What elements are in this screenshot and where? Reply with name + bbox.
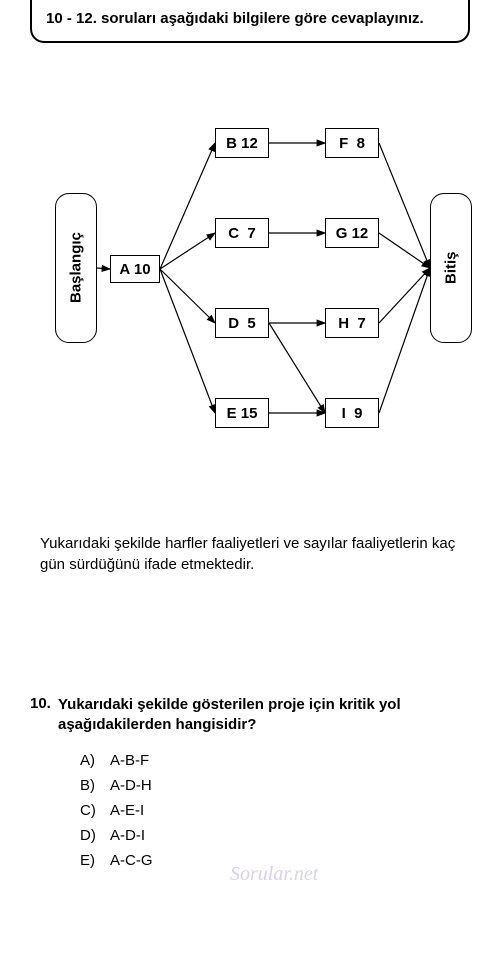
edge-A-D [160, 269, 215, 323]
edge-F-end [379, 143, 430, 268]
instruction-text: 10 - 12. soruları aşağıdaki bilgilere gö… [46, 10, 424, 27]
edge-A-E [160, 269, 215, 413]
instruction-box: 10 - 12. soruları aşağıdaki bilgilere gö… [30, 0, 470, 43]
option-text: A-B-F [110, 752, 149, 769]
option-letter: A) [80, 752, 110, 769]
option-D[interactable]: D)A-D-I [80, 827, 460, 844]
edge-start-A [97, 268, 110, 269]
diagram-caption: Yukarıdaki şekilde harfler faaliyetleri … [40, 533, 460, 575]
edge-I-end [379, 268, 430, 413]
option-letter: B) [80, 777, 110, 794]
network-diagram: Başlangıç Bitiş A 10 B 12 C 7 D 5 E 15 F 8 G 12 H… [0, 73, 500, 493]
option-text: A-C-G [110, 852, 153, 869]
activity-node-A: A 10 [110, 255, 160, 283]
edge-H-end [379, 268, 430, 323]
activity-node-F: F 8 [325, 128, 379, 158]
activity-node-E: E 15 [215, 398, 269, 428]
option-text: A-E-I [110, 802, 144, 819]
terminal-start: Başlangıç [55, 193, 97, 343]
edge-A-B [160, 143, 215, 269]
option-letter: D) [80, 827, 110, 844]
option-letter: E) [80, 852, 110, 869]
option-text: A-D-I [110, 827, 145, 844]
option-C[interactable]: C)A-E-I [80, 802, 460, 819]
activity-node-H: H 7 [325, 308, 379, 338]
activity-node-D: D 5 [215, 308, 269, 338]
activity-node-C: C 7 [215, 218, 269, 248]
option-B[interactable]: B)A-D-H [80, 777, 460, 794]
option-A[interactable]: A)A-B-F [80, 752, 460, 769]
question-block: 10. Yukarıdaki şekilde gösterilen proje … [30, 695, 460, 869]
question-number: 10. [30, 695, 58, 712]
options-list: A)A-B-FB)A-D-HC)A-E-ID)A-D-IE)A-C-G [80, 752, 460, 869]
activity-node-G: G 12 [325, 218, 379, 248]
question-text: Yukarıdaki şekilde gösterilen proje için… [58, 695, 460, 736]
watermark: Sorular.net [230, 863, 318, 886]
terminal-end: Bitiş [430, 193, 472, 343]
edge-D-I [269, 323, 325, 413]
option-text: A-D-H [110, 777, 152, 794]
activity-node-B: B 12 [215, 128, 269, 158]
activity-node-I: I 9 [325, 398, 379, 428]
option-letter: C) [80, 802, 110, 819]
caption-text: Yukarıdaki şekilde harfler faaliyetleri … [40, 535, 455, 573]
